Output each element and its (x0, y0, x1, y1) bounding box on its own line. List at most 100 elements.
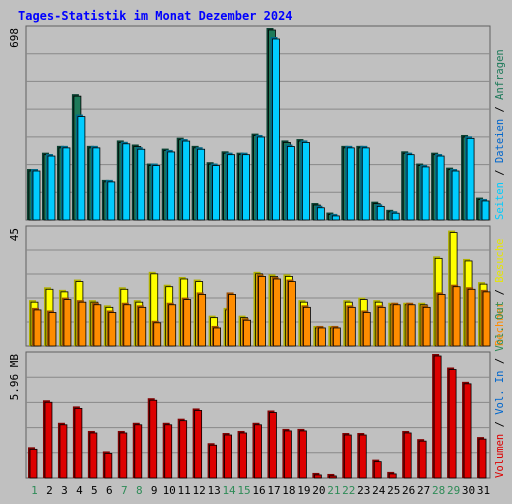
bar-volumen-face (209, 444, 218, 479)
bar-dateien (285, 144, 295, 221)
bar-dateien (225, 152, 235, 221)
bar-volumen-face (149, 399, 158, 479)
bar-dateien-face (182, 140, 191, 221)
bar-rechner-face (422, 306, 431, 347)
legend-entry: Seiten (494, 182, 506, 220)
x-tick-label: 6 (106, 484, 113, 497)
bar-rechner-face (303, 306, 311, 347)
bar-rechner (376, 305, 386, 347)
panel-max-label-volume: 5.96 MB (8, 354, 21, 401)
bar-volumen (477, 437, 487, 479)
bar-dateien (405, 152, 415, 221)
bar-dateien (165, 149, 176, 221)
bar-rechner (91, 302, 102, 347)
bar-volumen (387, 471, 397, 479)
bar-rechner-face (377, 306, 386, 347)
bar-rechner-face (452, 286, 461, 347)
x-tick-label: 2 (46, 484, 53, 497)
bar-volumen-face (448, 369, 457, 479)
bar-volumen-face (179, 420, 188, 479)
x-tick-label: 4 (76, 484, 83, 497)
bar-volumen (28, 447, 38, 479)
bar-rechner (76, 300, 87, 347)
bar-dateien-face (242, 154, 250, 221)
bar-dateien (120, 141, 131, 221)
bar-volumen-face (164, 424, 173, 479)
bar-dateien-face (92, 147, 101, 221)
bar-volumen (327, 473, 337, 479)
bar-rechner (271, 276, 281, 347)
bar-volumen (162, 422, 173, 479)
bar-volumen-face (254, 424, 262, 479)
bar-volumen-face (403, 432, 412, 479)
x-tick-label: 11 (178, 484, 191, 497)
bar-rechner-face (347, 306, 356, 347)
bar-rechner (256, 274, 266, 347)
legend-entry: Vol. In (494, 371, 506, 415)
bar-volumen (297, 428, 307, 479)
bar-rechner-face (168, 304, 177, 347)
bar-volumen (57, 422, 68, 479)
x-axis-labels: 1 2 3 4 5 6 7 8 9 10 11 12 13 14 15 16 17 18 19 20 21 22 23 24 2… (31, 484, 490, 497)
x-tick-label: 9 (151, 484, 158, 497)
x-tick-label: 8 (136, 484, 143, 497)
legend-separator: / (494, 163, 506, 182)
bar-dateien (300, 140, 310, 221)
bar-dateien-face (316, 207, 325, 221)
bar-rechner (451, 284, 461, 347)
bar-dateien-face (451, 170, 460, 221)
bar-dateien-face (481, 200, 490, 221)
panel-visits: 45 (8, 225, 491, 347)
bar-volumen (372, 459, 382, 479)
x-tick-label: 3 (61, 484, 68, 497)
legend-entry: Dateien (494, 119, 506, 163)
bar-volumen-face (89, 432, 98, 479)
bar-rechner (226, 292, 236, 347)
right-legend-visits: Rechner / Besuche (494, 239, 506, 347)
bar-dateien-face (376, 205, 385, 221)
bar-dateien-face (137, 148, 146, 221)
bar-volumen-face (284, 430, 292, 479)
chart-title: Tages-Statistik im Monat Dezember 2024 (18, 9, 293, 23)
bar-rechner (61, 297, 72, 347)
x-tick-label: 22 (342, 484, 355, 497)
bar-volumen-face (59, 424, 68, 479)
bar-rechner-face (78, 301, 87, 347)
bar-rechner (106, 310, 117, 347)
bar-volumen (357, 433, 367, 479)
bar-dateien-face (331, 215, 340, 221)
bar-rechner (196, 292, 207, 347)
bar-dateien (105, 179, 116, 221)
bar-volumen-face (194, 410, 203, 479)
bar-volumen (117, 430, 128, 479)
bar-dateien (315, 205, 325, 221)
bar-rechner (331, 325, 341, 347)
legend-entry: Vol. Out (494, 301, 506, 352)
bar-dateien (195, 147, 206, 221)
bar-dateien (390, 211, 400, 221)
bar-volumen (192, 408, 203, 479)
bar-volumen-face (29, 448, 38, 479)
panel-volume: 5.96 MB (8, 351, 491, 479)
right-legend: Seiten / Dateien / Anfragen Rechner / Bes… (494, 49, 506, 478)
x-tick-label: 23 (357, 484, 370, 497)
bar-volumen (222, 433, 232, 479)
bar-volumen-face (224, 434, 232, 479)
legend-separator: / (494, 352, 506, 371)
bar-rechner (181, 297, 192, 347)
bar-volumen-face (74, 408, 83, 479)
bar-dateien-face (436, 155, 445, 221)
bar-rechner-face (153, 322, 162, 347)
bar-rechner-face (33, 309, 42, 347)
bar-rechner (301, 305, 311, 347)
bar-volumen-face (478, 438, 487, 479)
bar-dateien (465, 136, 475, 221)
bar-volumen (447, 367, 457, 479)
bar-volumen (417, 439, 427, 479)
bar-volumen-face (358, 434, 367, 479)
bar-volumen-face (239, 432, 247, 479)
legend-entry: Anfragen (494, 49, 506, 100)
bar-dateien (435, 154, 445, 221)
bar-dateien-face (62, 147, 71, 221)
